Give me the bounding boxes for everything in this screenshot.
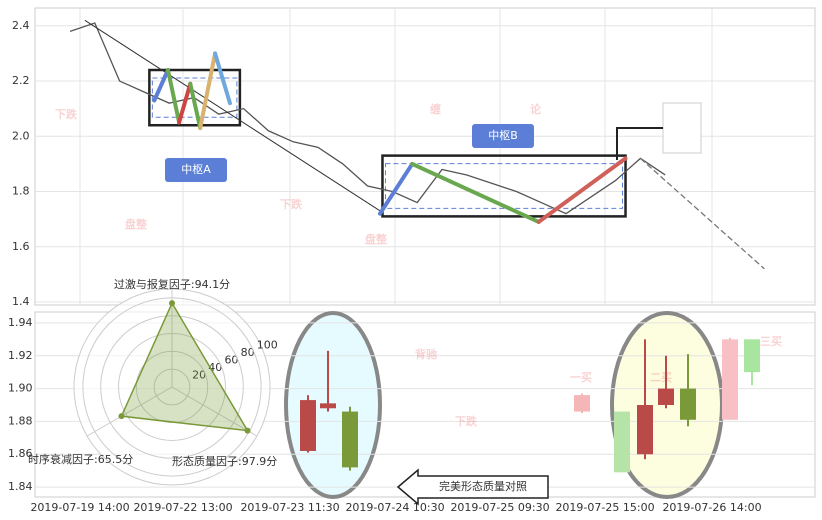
x-tick-label: 2019-07-25 15:00: [555, 501, 654, 514]
x-tick-label: 2019-07-23 11:30: [240, 501, 339, 514]
stroke-segment: [165, 68, 182, 125]
watermark: 一买: [570, 371, 592, 384]
x-tick-label: 2019-07-26 14:00: [662, 501, 761, 514]
radar-tick-label: 100: [257, 338, 278, 351]
radar-point: [169, 300, 175, 307]
watermark: 三买: [760, 335, 782, 348]
radar-area: [120, 301, 249, 432]
candle-body: [614, 411, 630, 473]
radar-tick-label: 20: [192, 368, 206, 381]
watermark: 论: [530, 102, 542, 116]
stroke-segment: [536, 156, 628, 224]
callout-arrow: [396, 468, 549, 506]
line-series: [69, 22, 666, 215]
y-tick-label: 1.90: [8, 382, 33, 395]
watermark: 背驰: [415, 347, 437, 361]
candle-body: [342, 411, 358, 468]
candle-body: [574, 395, 590, 412]
candle-body: [300, 400, 316, 451]
watermark: 下跌: [280, 197, 303, 211]
y-tick-label: 2.4: [12, 19, 30, 32]
zone-inner: [151, 77, 238, 118]
radar-axis: [86, 386, 173, 437]
candle-body: [722, 339, 738, 420]
zone-box: [148, 68, 242, 127]
radar-label: 过激与报复因子:94.1分: [114, 277, 230, 291]
radar-label: 形态质量因子:97.9分: [172, 455, 277, 468]
candle-body: [637, 405, 653, 455]
y-tick-label: 1.84: [8, 480, 33, 493]
zone-box: [381, 154, 627, 218]
stroke-segment: [152, 68, 170, 103]
watermark: 下跌: [455, 414, 478, 428]
x-tick-label: 2019-07-19 14:00: [30, 501, 129, 514]
zone-label: 中枢A: [181, 162, 211, 176]
icon: [662, 102, 702, 154]
y-tick-label: 2.0: [12, 129, 30, 142]
candle-body: [320, 403, 336, 409]
layer: 1.41.61.82.02.22.4缠 论下跌盘整下跌盘整中枢A中枢B1.841.…: [8, 8, 815, 514]
y-tick-label: 1.94: [8, 316, 33, 329]
y-tick-label: 1.86: [8, 447, 33, 460]
stroke-segment: [378, 161, 415, 216]
y-tick-label: 1.4: [12, 295, 30, 308]
y-tick-label: 1.8: [12, 185, 30, 198]
stroke-segment: [198, 51, 218, 130]
radar-label: 时序衰减因子:65.5分: [28, 452, 133, 466]
x-tick-label: 2019-07-25 09:30: [450, 501, 549, 514]
stroke-segment: [213, 51, 232, 106]
radar-axis: [171, 386, 258, 437]
x-tick-label: 2019-07-22 13:00: [133, 501, 232, 514]
line-series: [84, 19, 381, 212]
y-tick-label: 2.2: [12, 74, 30, 87]
zone-label: 中枢B: [488, 128, 518, 142]
watermark: 二买: [650, 371, 672, 384]
pointer: [616, 127, 663, 160]
watermark: 下跌: [55, 107, 78, 121]
watermark: 盘整: [365, 232, 387, 246]
line-series: [639, 157, 765, 270]
stroke-segment: [177, 81, 193, 125]
zone-inner: [384, 163, 624, 209]
candle-body: [658, 388, 674, 405]
y-tick-label: 1.92: [8, 349, 33, 362]
y-tick-label: 1.88: [8, 414, 33, 427]
stroke-segment: [410, 161, 541, 224]
zone-label-bg: [165, 158, 227, 182]
candle-body: [744, 339, 760, 373]
radar-point: [244, 427, 251, 434]
zone-label-bg: [472, 124, 534, 148]
candle-body: [680, 388, 696, 420]
callout: 完美形态质量对照: [439, 479, 527, 493]
radar-point: [118, 413, 125, 420]
watermark: 缠: [430, 102, 441, 116]
radar-tick-label: 60: [224, 353, 238, 366]
stroke-segment: [188, 81, 203, 130]
radar-tick-label: 80: [241, 346, 255, 359]
y-tick-label: 1.6: [12, 240, 30, 253]
x-tick-label: 2019-07-24 10:30: [345, 501, 444, 514]
watermark: 盘整: [125, 217, 147, 231]
